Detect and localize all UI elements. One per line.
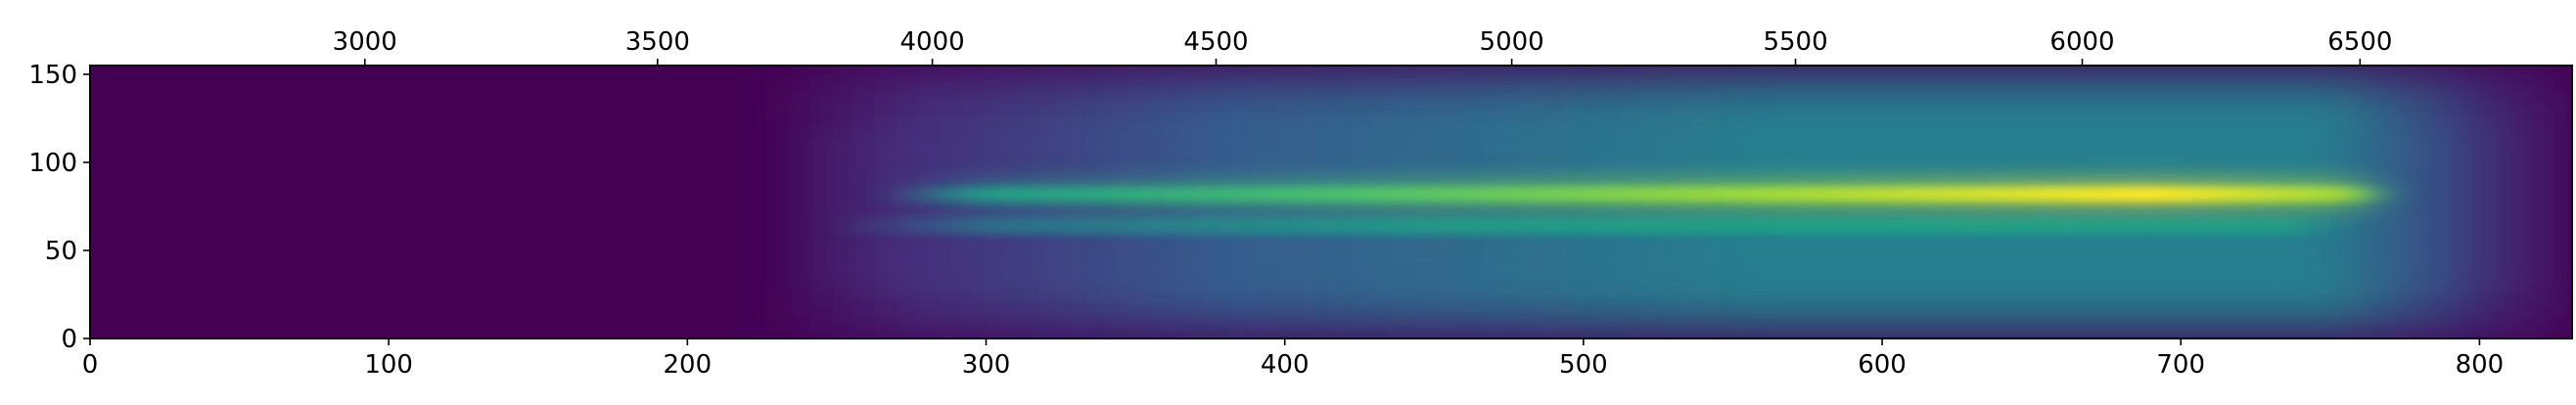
- x-tick-label: 500: [1559, 350, 1608, 380]
- axes-frame: [89, 65, 2573, 339]
- x-tick-label: 400: [1261, 350, 1310, 380]
- x-tick-label: 100: [364, 350, 413, 380]
- heatmap-secondary-trace: [90, 216, 2572, 235]
- y-tick-label: 100: [28, 149, 77, 178]
- heatmap-image: [90, 66, 2572, 338]
- y-tick-label: 50: [45, 237, 77, 266]
- x-tick-label: 300: [962, 350, 1011, 380]
- top-tick-label: 4000: [900, 27, 965, 57]
- y-axis-left: 0 50 100 150: [28, 61, 90, 354]
- x-axis-top: 3000 3500 4000 4500 5000 5500 6000 6500: [333, 27, 2392, 66]
- top-tick-label: 4500: [1183, 27, 1248, 57]
- top-tick-label: 6000: [2049, 27, 2114, 57]
- x-tick-label: 200: [664, 350, 713, 380]
- top-tick-label: 5500: [1763, 27, 1827, 57]
- y-tick-label: 0: [61, 325, 77, 354]
- top-tick-label: 6500: [2327, 27, 2392, 57]
- y-tick-label: 150: [28, 61, 77, 90]
- x-tick-label: 600: [1858, 350, 1907, 380]
- heatmap-primary-trace: [90, 187, 2572, 202]
- x-tick-label: 800: [2456, 350, 2505, 380]
- x-tick-label: 0: [82, 350, 99, 380]
- top-tick-label: 5000: [1480, 27, 1544, 57]
- top-tick-label: 3500: [625, 27, 690, 57]
- top-tick-label: 3000: [333, 27, 397, 57]
- x-axis-bottom: 0 100 200 300 400 500 600 700 800: [82, 338, 2504, 380]
- x-tick-label: 700: [2156, 350, 2205, 380]
